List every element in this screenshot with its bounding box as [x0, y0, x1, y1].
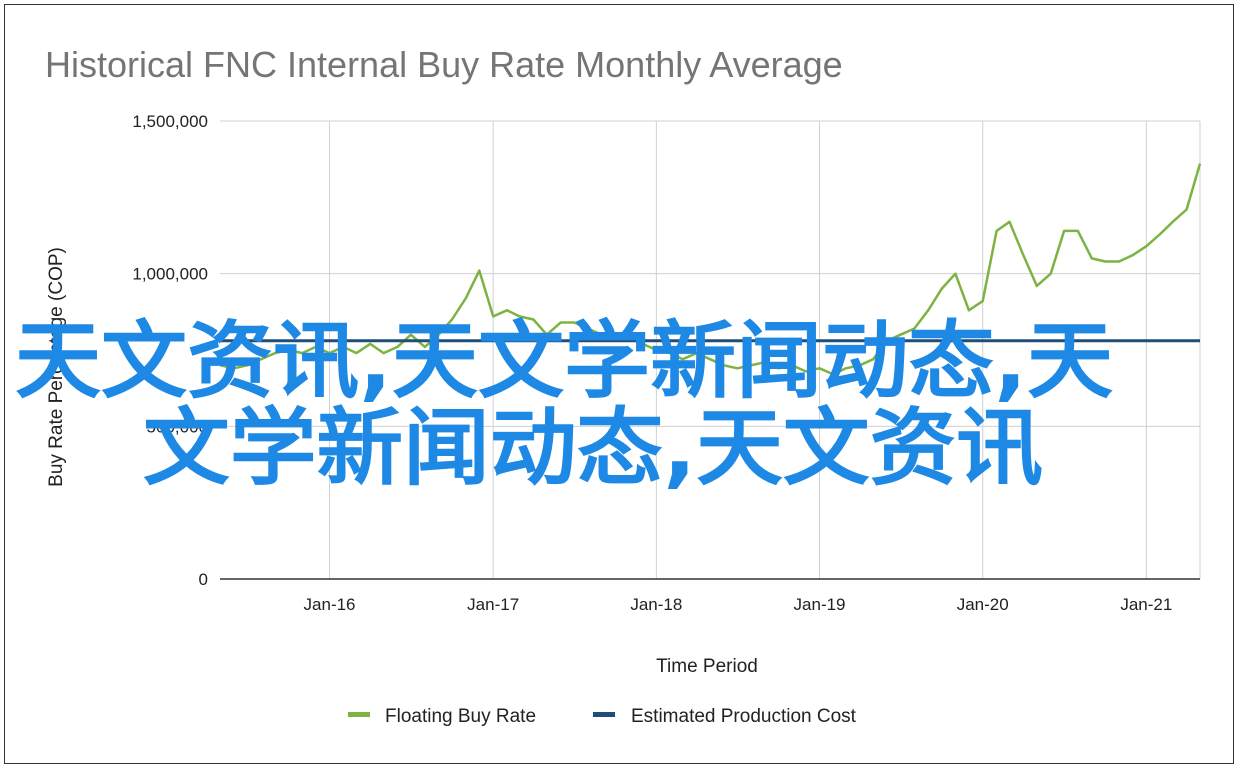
chart-svg: Historical FNC Internal Buy Rate Monthly… [15, 44, 1202, 727]
x-tick-label: Jan-16 [304, 595, 356, 614]
legend-label-floating-buy-rate: Floating Buy Rate [385, 706, 536, 727]
x-tick-label: Jan-19 [794, 595, 846, 614]
x-tick-labels: Jan-16 Jan-17 Jan-18 Jan-19 Jan-20 Jan-21 [304, 595, 1173, 614]
legend: Floating Buy Rate Estimated Production C… [348, 706, 857, 727]
legend-swatch-floating-buy-rate [348, 712, 370, 717]
x-tick-label: Jan-17 [467, 595, 519, 614]
y-tick-label: 1,000,000 [132, 265, 208, 284]
x-tick-label: Jan-21 [1120, 595, 1172, 614]
y-tick-label: 1,500,000 [132, 112, 208, 131]
legend-item-floating-buy-rate: Floating Buy Rate [348, 706, 536, 727]
y-tick-labels: 0 500,000 1,000,000 1,500,000 [132, 112, 208, 589]
overlay-text-line-1: 天文资讯,天文学新闻动态,天 [15, 312, 1113, 410]
x-axis-label: Time Period [656, 656, 758, 677]
y-axis-label: Buy Rate Percentage (COP) [46, 247, 67, 487]
legend-item-estimated-production-cost: Estimated Production Cost [593, 706, 857, 727]
chart-title: Historical FNC Internal Buy Rate Monthly… [45, 44, 843, 85]
series-lines [219, 163, 1202, 376]
legend-label-estimated-production-cost: Estimated Production Cost [631, 706, 857, 727]
chart-container: Historical FNC Internal Buy Rate Monthly… [4, 4, 1234, 764]
overlay-watermark: 天文资讯,天文学新闻动态,天 文学新闻动态,天文资讯 [15, 312, 1113, 497]
overlay-text-line-2: 文学新闻动态,天文资讯 [143, 399, 1043, 497]
legend-swatch-estimated-production-cost [593, 712, 615, 717]
y-tick-label: 500,000 [147, 417, 208, 436]
y-tick-label: 0 [199, 570, 208, 589]
x-tick-label: Jan-18 [630, 595, 682, 614]
series-line-floating-buy-rate [219, 163, 1202, 376]
x-tick-label: Jan-20 [957, 595, 1009, 614]
